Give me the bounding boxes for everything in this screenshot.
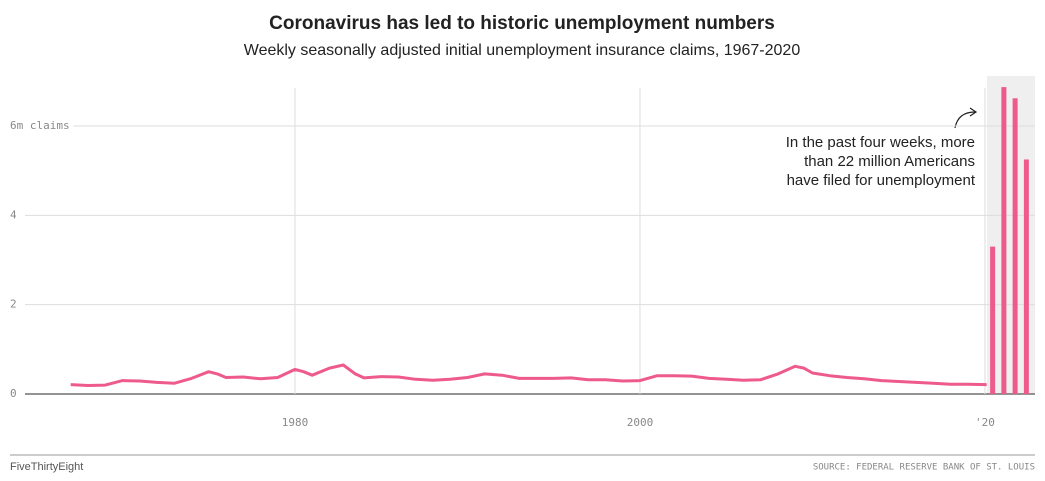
bar <box>1001 87 1007 394</box>
bar <box>990 246 996 394</box>
bar <box>1023 159 1029 394</box>
bar <box>1012 98 1018 395</box>
annotation: than 22 million Americans <box>804 153 975 170</box>
x-tick-label: 1980 <box>282 416 309 429</box>
chart-title: Coronavirus has led to historic unemploy… <box>269 13 775 34</box>
annotation: have filed for unemployment <box>787 172 976 189</box>
annotation-arrowhead <box>969 107 978 117</box>
data-line <box>70 363 987 387</box>
x-tick-label: '20 <box>975 416 995 429</box>
y-tick-label: 0 <box>10 387 17 400</box>
footer-brand: FiveThirtyEight <box>10 461 83 473</box>
y-tick-label: 4 <box>10 208 17 221</box>
y-tick-label: 6m claims <box>10 119 70 132</box>
annotation: In the past four weeks, more <box>786 134 975 151</box>
y-tick-label: 2 <box>10 298 17 311</box>
chart-subtitle: Weekly seasonally adjusted initial unemp… <box>244 42 801 59</box>
x-tick-label: 2000 <box>627 416 654 429</box>
footer-source: SOURCE: FEDERAL RESERVE BANK OF ST. LOUI… <box>813 463 1035 473</box>
